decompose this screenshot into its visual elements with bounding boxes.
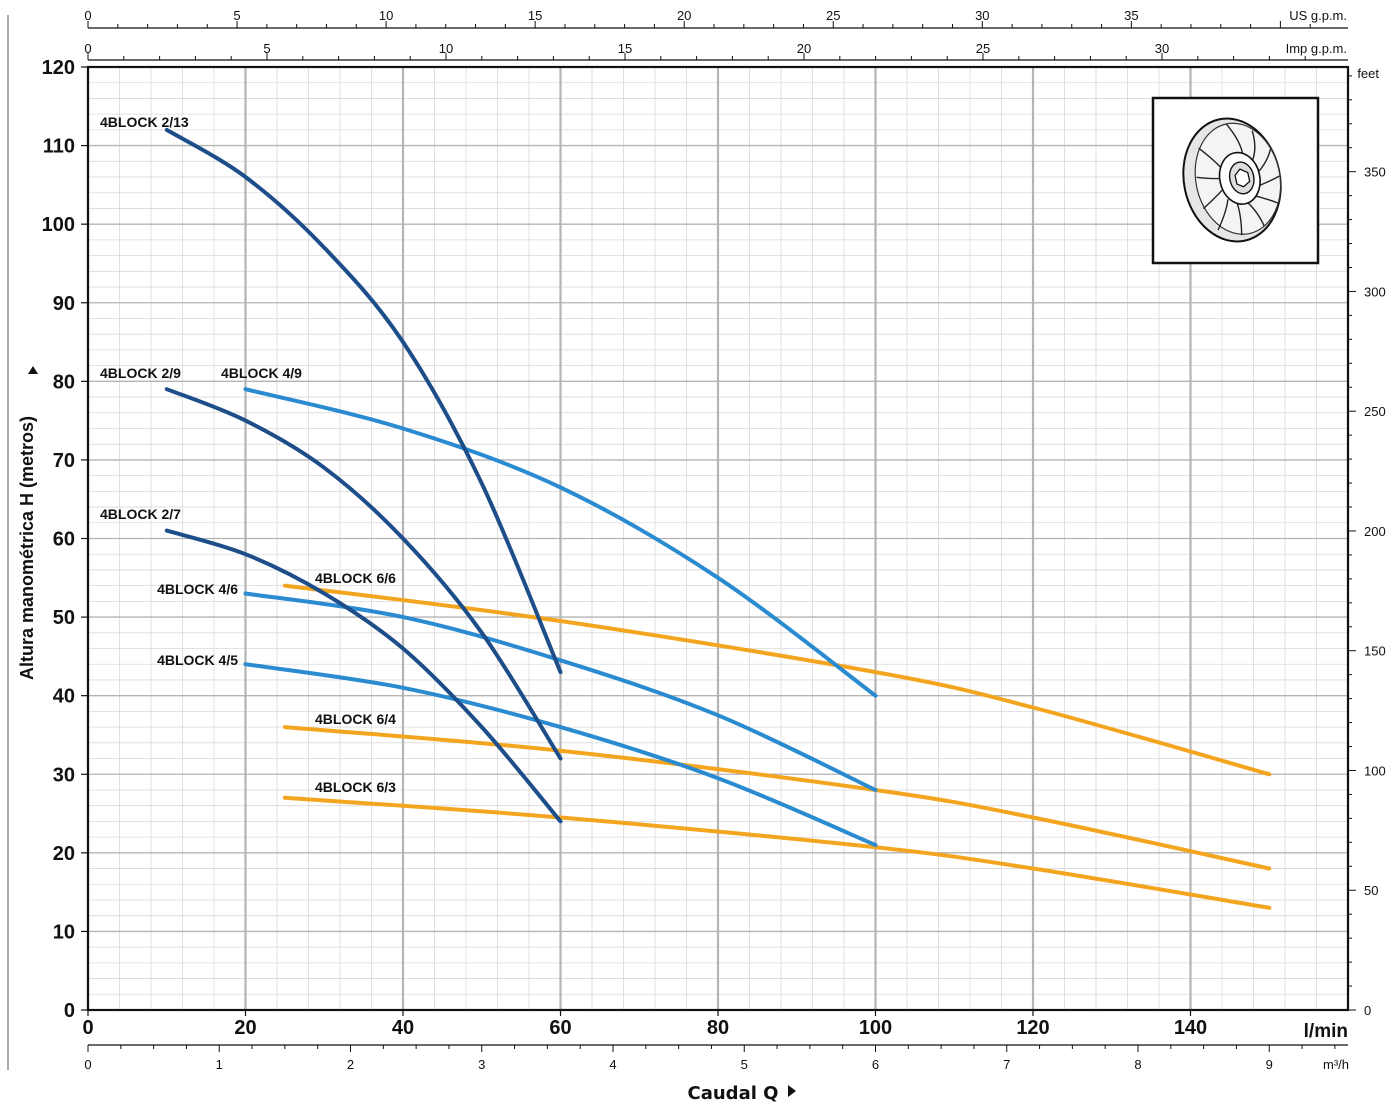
impeller-inset — [1151, 96, 1320, 265]
feet-tick-label: 50 — [1364, 883, 1378, 898]
series-name-label: 4BLOCK 2/9 — [100, 365, 181, 381]
imp-gpm-tick-label: 5 — [263, 41, 270, 56]
series-line — [164, 387, 563, 761]
us-gpm-unit-label: US g.p.m. — [1289, 8, 1347, 23]
series-line — [243, 662, 878, 847]
m3h-unit-label: m³/h — [1323, 1057, 1349, 1072]
y-tick-label: 10 — [53, 921, 75, 943]
series-name-label: 4BLOCK 6/3 — [315, 779, 396, 795]
us-gpm-tick-label: 30 — [975, 8, 989, 23]
imp-gpm-tick-label: 15 — [618, 41, 632, 56]
series-line — [282, 795, 1272, 910]
imp-gpm-unit-label: Imp g.p.m. — [1286, 41, 1347, 56]
x-tick-label: 0 — [82, 1017, 93, 1039]
x-tick-label: 80 — [707, 1017, 729, 1039]
series-line — [282, 725, 1272, 871]
y-tick-label: 120 — [42, 57, 75, 79]
series-line — [243, 591, 878, 792]
imp-gpm-tick-label: 10 — [439, 41, 453, 56]
x-tick-label: 60 — [549, 1017, 571, 1039]
y-tick-label: 40 — [53, 686, 75, 708]
x-axis-title: Caudal Q — [688, 1083, 779, 1103]
feet-tick-label: 350 — [1364, 165, 1386, 180]
y-axis-title: Altura manométrica H (metros) — [17, 416, 37, 680]
x-tick-label: 40 — [392, 1017, 414, 1039]
series-name-label: 4BLOCK 2/7 — [100, 506, 181, 522]
y-tick-label: 0 — [64, 1000, 75, 1022]
x-tick-label: 120 — [1016, 1017, 1049, 1039]
feet-tick-label: 250 — [1364, 404, 1386, 419]
imp-gpm-tick-label: 25 — [976, 41, 990, 56]
us-gpm-tick-label: 15 — [528, 8, 542, 23]
series-name-label: 4BLOCK 4/9 — [221, 365, 302, 381]
m3h-tick-label: 9 — [1266, 1057, 1273, 1072]
feet-tick-label: 0 — [1364, 1003, 1371, 1018]
m3h-tick-label: 0 — [84, 1057, 91, 1072]
series-line — [164, 528, 563, 824]
y-tick-label: 100 — [42, 214, 75, 236]
m3h-tick-label: 1 — [216, 1057, 223, 1072]
m3h-tick-label: 5 — [741, 1057, 748, 1072]
series-line — [243, 387, 878, 698]
us-gpm-tick-label: 35 — [1124, 8, 1138, 23]
imp-gpm-tick-label: 20 — [797, 41, 811, 56]
m3h-tick-label: 8 — [1134, 1057, 1141, 1072]
x-axis-arrow-icon — [788, 1085, 796, 1097]
us-gpm-tick-label: 0 — [84, 8, 91, 23]
m3h-tick-label: 7 — [1003, 1057, 1010, 1072]
y-tick-label: 110 — [43, 136, 75, 158]
feet-tick-label: 300 — [1364, 284, 1386, 299]
series-labels: 4BLOCK 2/13 4BLOCK 2/9 4BLOCK 2/7 4BLOCK 4/… — [100, 114, 396, 795]
y-tick-label: 80 — [53, 371, 75, 393]
y-tick-label: 70 — [53, 450, 75, 472]
impeller-icon — [1182, 117, 1282, 243]
m3h-tick-label: 4 — [609, 1057, 616, 1072]
series-line — [164, 127, 563, 675]
imp-gpm-tick-label: 0 — [84, 41, 91, 56]
y-tick-label: 20 — [53, 843, 75, 865]
m3h-tick-label: 2 — [347, 1057, 354, 1072]
feet-tick-label: 100 — [1364, 763, 1386, 778]
series-name-label: 4BLOCK 4/6 — [157, 581, 238, 597]
y-axis-arrow-icon — [28, 366, 38, 374]
m3h-tick-label: 3 — [478, 1057, 485, 1072]
series-layer — [164, 127, 1272, 910]
us-gpm-tick-label: 10 — [379, 8, 393, 23]
series-name-label: 4BLOCK 6/4 — [315, 711, 396, 727]
us-gpm-tick-label: 20 — [677, 8, 691, 23]
x-unit-label: l/min — [1304, 1021, 1348, 1042]
feet-unit-label: feet — [1357, 66, 1379, 81]
feet-tick-label: 150 — [1364, 644, 1386, 659]
us-gpm-tick-label: 5 — [233, 8, 240, 23]
y-tick-label: 50 — [53, 607, 75, 629]
y-tick-label: 90 — [53, 293, 75, 315]
y-tick-label: 60 — [53, 529, 75, 551]
series-name-label: 4BLOCK 4/5 — [157, 652, 238, 668]
m3h-tick-label: 6 — [872, 1057, 879, 1072]
x-tick-label: 100 — [859, 1017, 892, 1039]
series-name-label: 4BLOCK 6/6 — [315, 570, 396, 586]
y-tick-label: 30 — [53, 764, 75, 786]
imp-gpm-tick-label: 30 — [1155, 41, 1169, 56]
x-tick-label: 140 — [1174, 1017, 1207, 1039]
x-tick-label: 20 — [234, 1017, 256, 1039]
series-line — [282, 583, 1272, 777]
us-gpm-tick-label: 25 — [826, 8, 840, 23]
series-name-label: 4BLOCK 2/13 — [100, 114, 189, 130]
feet-tick-label: 200 — [1364, 524, 1386, 539]
